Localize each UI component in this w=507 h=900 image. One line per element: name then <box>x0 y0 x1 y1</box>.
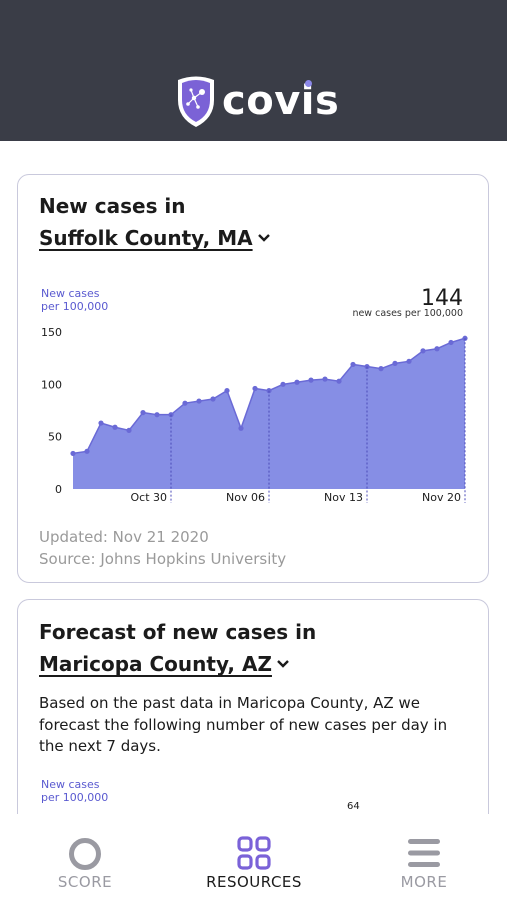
x-tick-label: Nov 06 <box>226 491 265 504</box>
forecast-description: Based on the past data in Maricopa Count… <box>39 694 448 755</box>
card-title: Forecast of new cases in <box>39 620 317 644</box>
nav-label: SCORE <box>57 873 113 891</box>
data-point <box>364 363 370 370</box>
data-point <box>294 379 300 385</box>
new-cases-card: New cases in Suffolk County, MA New case… <box>17 174 489 583</box>
data-point <box>252 385 258 392</box>
data-point <box>224 388 230 394</box>
y-tick-label: 0 <box>55 483 62 496</box>
x-tick-label: Nov 20 <box>422 491 461 504</box>
data-point <box>84 448 90 454</box>
data-point <box>126 427 132 433</box>
app-name: covis <box>222 78 340 124</box>
data-point <box>434 346 440 352</box>
hamburger-menu-icon <box>408 839 440 867</box>
source-text: Source: Johns Hopkins University <box>39 550 287 568</box>
data-point <box>238 425 244 431</box>
data-point <box>308 377 314 383</box>
chart-y-axis-label: New cases per 100,000 <box>41 287 108 313</box>
county-selector[interactable]: Suffolk County, MA <box>39 226 271 250</box>
data-point <box>378 366 384 372</box>
chevron-down-icon <box>257 234 270 242</box>
nav-label: MORE <box>400 873 448 891</box>
county-selector-label: Suffolk County, MA <box>39 226 253 250</box>
data-point <box>140 409 146 416</box>
app-header: covis <box>0 0 507 141</box>
county-selector-label: Maricopa County, AZ <box>39 652 272 676</box>
data-point <box>210 396 216 402</box>
y-tick-label: 150 <box>41 326 62 339</box>
data-point <box>448 339 454 346</box>
data-point <box>98 420 104 426</box>
new-cases-chart: 0 50 100 150 Oct 30 Nov 06 Nov 13 Nov 20 <box>41 326 468 504</box>
data-point <box>336 378 342 384</box>
data-point <box>168 412 174 418</box>
data-point <box>196 398 202 404</box>
score-circle-icon <box>69 838 101 870</box>
y-label-line1: New cases <box>41 287 100 300</box>
data-point <box>420 348 426 354</box>
data-point <box>154 412 160 418</box>
data-point <box>322 376 328 382</box>
forecast-y-axis-label: New cases per 100,000 <box>41 778 108 804</box>
x-tick-label: Oct 30 <box>130 491 167 504</box>
area-fill <box>73 338 465 489</box>
current-value: 144 <box>421 286 463 311</box>
y-label-line2: per 100,000 <box>41 300 109 313</box>
current-value-label: new cases per 100,000 <box>352 308 463 319</box>
x-tick-label: Nov 13 <box>324 491 363 504</box>
data-point <box>70 450 76 457</box>
forecast-value-label: 64 <box>347 801 360 812</box>
data-point <box>182 400 188 406</box>
y-label-line2: per 100,000 <box>41 791 109 804</box>
data-point <box>266 388 272 394</box>
bottom-nav: SCORE RESOURCES MORE <box>0 814 507 900</box>
y-label-line1: New cases <box>41 778 100 791</box>
nav-label: RESOURCES <box>206 873 302 891</box>
y-tick-label: 100 <box>41 378 62 391</box>
data-point <box>350 361 356 368</box>
chevron-down-icon <box>277 660 289 668</box>
data-point <box>112 424 118 430</box>
updated-text: Updated: Nov 21 2020 <box>39 528 209 546</box>
county-selector[interactable]: Maricopa County, AZ <box>39 652 290 676</box>
data-point <box>406 358 412 364</box>
app-logo: covis <box>174 74 339 128</box>
card-title: New cases in <box>39 194 186 218</box>
y-tick-label: 50 <box>48 431 62 444</box>
covis-shield-logo-icon <box>178 76 214 127</box>
data-point <box>280 381 286 387</box>
resources-grid-icon <box>237 836 271 870</box>
logo-dot-icon <box>305 80 312 87</box>
data-point <box>392 360 398 366</box>
